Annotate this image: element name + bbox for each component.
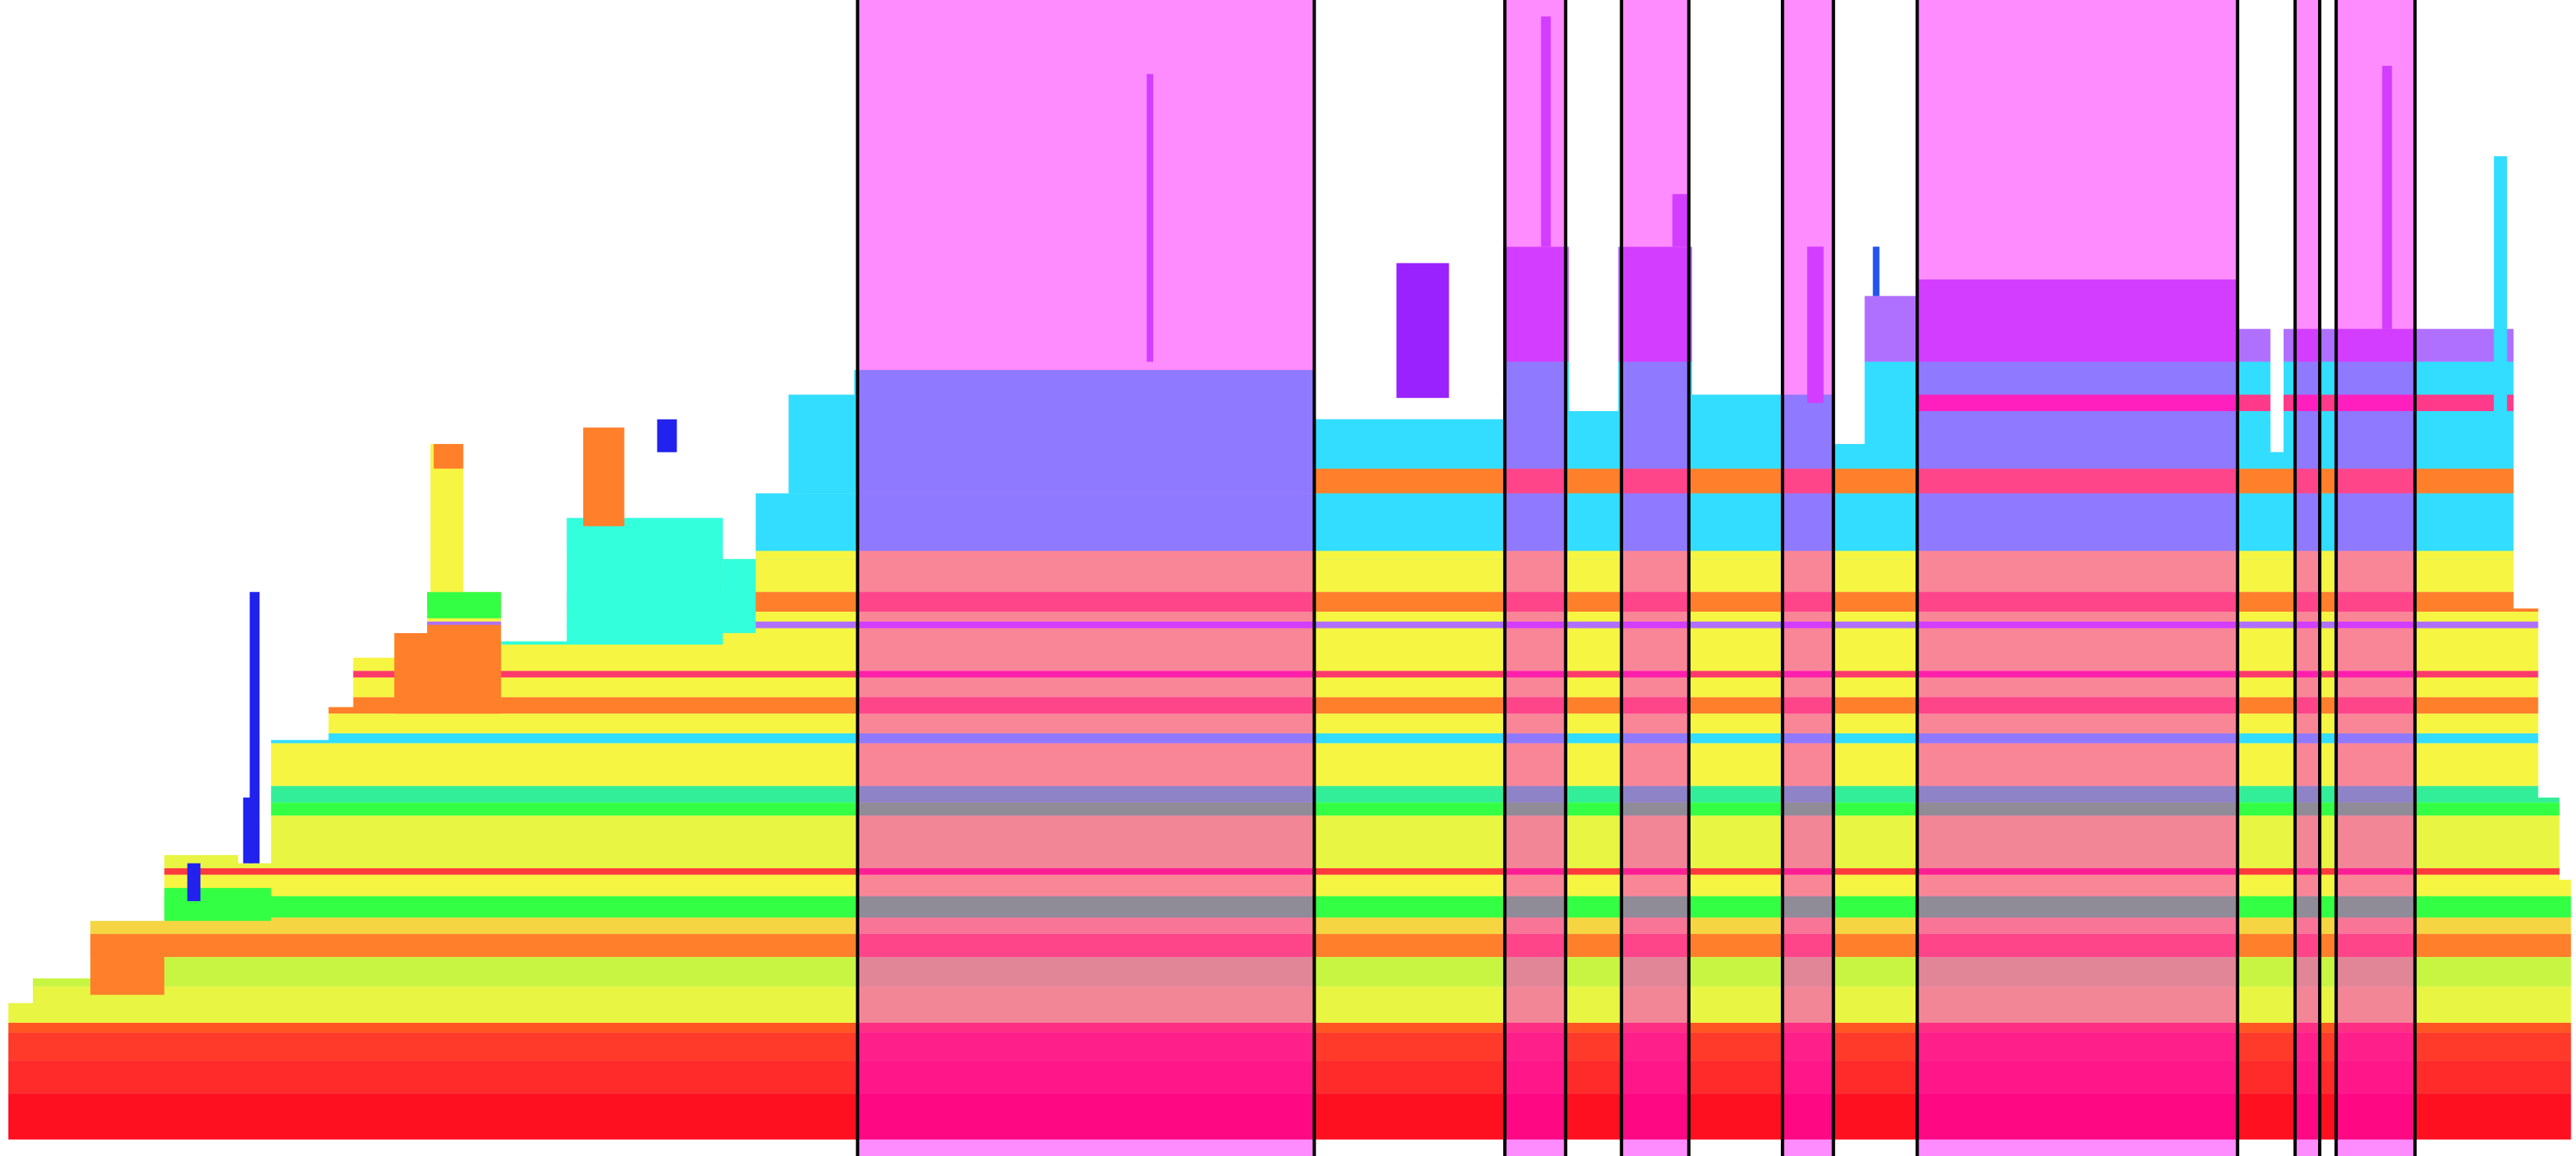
stack-column [657,419,677,452]
stack-column [1541,16,1551,247]
stack-band [8,743,2571,786]
stack-band [8,917,2571,935]
highlight-region [1917,0,2238,1156]
highlight-regions [856,0,2417,1156]
stack-column [583,427,624,527]
stack-column [1672,194,1689,247]
stack-block [1314,419,2514,469]
stack-block [1314,469,2514,494]
stack-band [8,1093,2571,1140]
stack-band [8,550,2571,560]
stack-column [2382,65,2392,329]
stack-column [2493,156,2507,411]
stack-block [164,887,272,921]
stack-band [8,714,2571,733]
stack-column [433,443,464,469]
highlight-region [2336,0,2415,1156]
stack-column [249,592,260,864]
highlight-region [1505,0,1566,1156]
stack-band [8,1032,2571,1061]
stack-band [8,1023,2571,1033]
stack-column [1807,247,1824,403]
stack-block [90,937,165,995]
stack-block [427,592,501,619]
highlight-region [1782,0,1834,1156]
stack-band [8,697,2571,714]
stack-band [8,868,2571,875]
stack-band [8,934,2571,958]
stack-spikes [187,16,2507,902]
stack-column [187,863,201,902]
stack-band [8,671,2571,678]
stack-band [8,785,2571,803]
stack-band [8,957,2571,987]
stack-block [1917,394,2514,411]
stack-band [8,621,2571,629]
stack-column [1146,73,1153,362]
stack-column [243,797,253,864]
stack-band [8,874,2571,896]
stack-band [8,986,2571,1024]
stack-block [394,625,501,714]
stack-band [8,896,2571,918]
highlight-region [2294,0,2320,1156]
stack-column [1873,247,1880,296]
stack-band [8,802,2571,816]
stack-column [1396,263,1449,398]
stack-band [8,1060,2571,1094]
stack-band [8,733,2571,743]
stack-band [8,815,2571,869]
highlight-region [1621,0,1689,1156]
highlight-region [857,0,1315,1156]
